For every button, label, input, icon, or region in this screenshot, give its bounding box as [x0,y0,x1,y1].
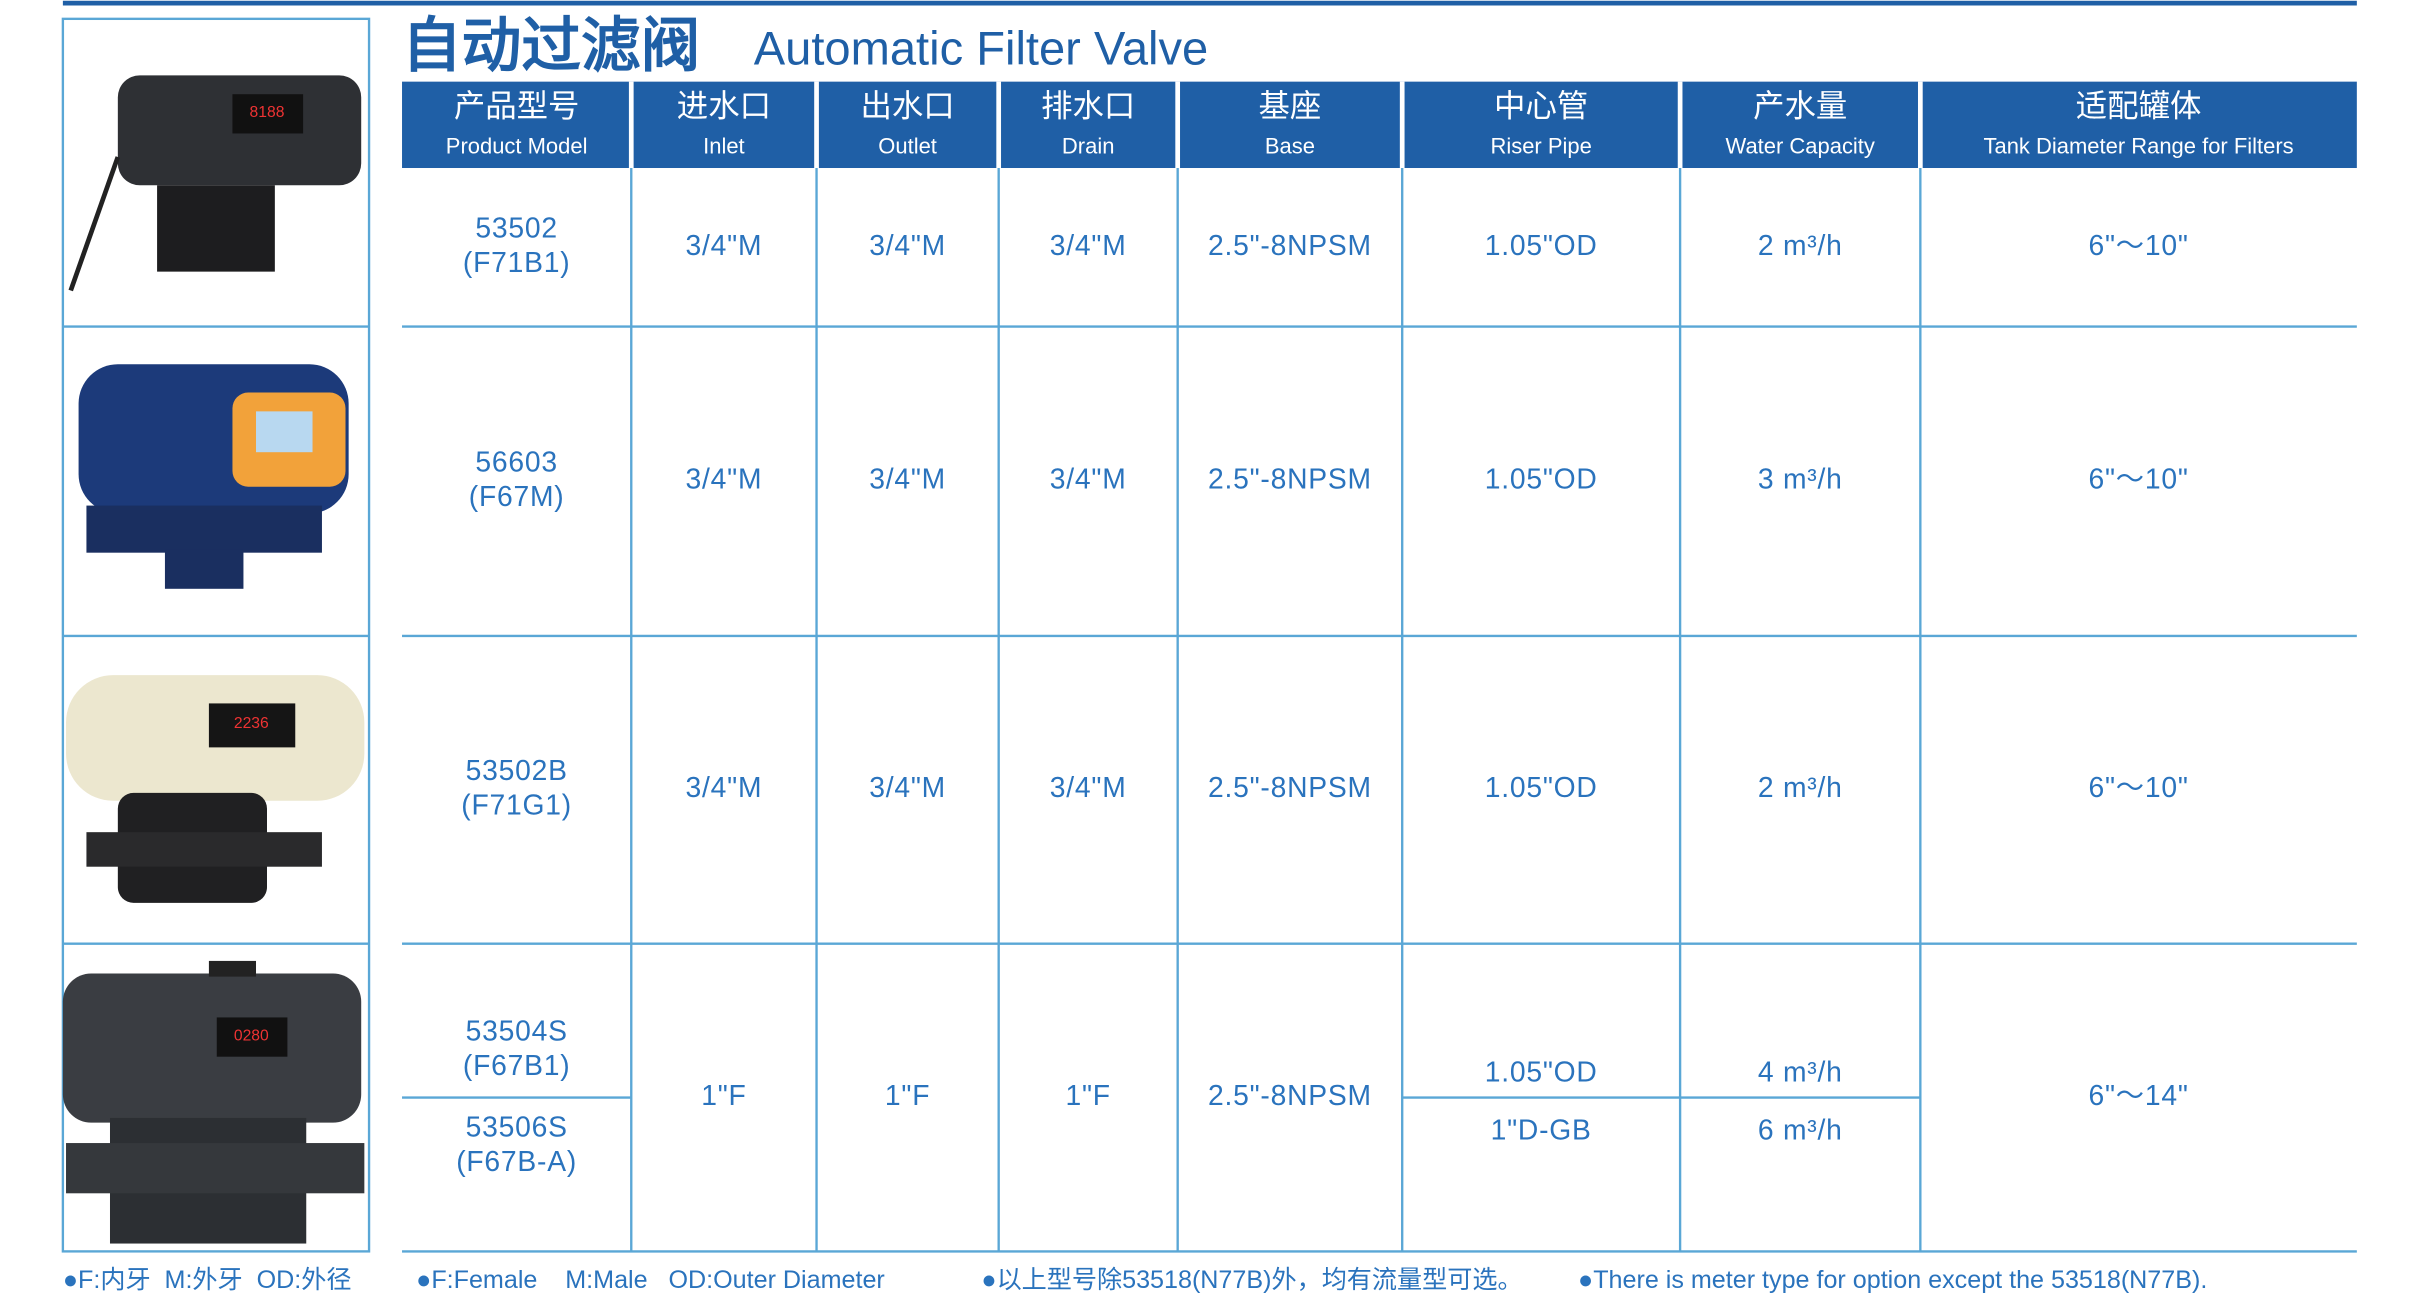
cell-text: (F67B1) [463,1049,571,1081]
cell-text: 6"～10" [2089,771,2189,803]
cell-text: 1.05"OD [1485,1055,1598,1087]
column-title-en: Drain [1062,133,1114,158]
column-title-en: Inlet [703,133,745,158]
cell-text: 6 m³/h [1758,1114,1843,1146]
column-title-en: Outlet [878,133,937,158]
cell-text: 3/4"M [1050,463,1127,495]
valve-4: 0280 [62,960,365,1244]
cell-text: 1.05"OD [1485,229,1598,261]
cell-text: (F71G1) [461,789,572,821]
svg-text:8188: 8188 [250,104,285,121]
cell-text: 3/4"M [869,463,946,495]
cell-text: 53502 [475,211,557,243]
valve-2 [78,364,349,589]
cell-text: 53504S [466,1015,568,1047]
column-title-cn: 出水口 [861,89,955,124]
footnote: ●F:内牙 M:外牙 OD:外径 [63,1266,352,1293]
valve-3: 2236 [66,675,365,903]
cell-text: 2 m³/h [1758,229,1843,261]
column-title-cn: 进水口 [677,89,771,124]
cell-text: 6"～14" [2089,1079,2189,1111]
footnote: ●There is meter type for option except t… [1578,1266,2207,1293]
cell-text: 3 m³/h [1758,463,1843,495]
column-title-en: Product Model [446,133,588,158]
cell-text: 2.5"-8NPSM [1208,1079,1372,1111]
cell-text: 3/4"M [869,771,946,803]
cell-text: (F67B-A) [456,1145,577,1177]
cell-text: 1"F [885,1079,930,1111]
cell-text: 3/4"M [1050,771,1127,803]
svg-text:2236: 2236 [234,715,269,732]
cell-text: 1"D-GB [1491,1114,1592,1146]
cell-text: 53506S [466,1110,568,1142]
cell-text: 56603 [475,445,557,477]
cell-text: 1"F [701,1079,746,1111]
cell-text: 3/4"M [1050,229,1127,261]
cell-text: (F71B1) [463,246,571,278]
column-title-en: Base [1265,133,1315,158]
cell-text: 2.5"-8NPSM [1208,771,1372,803]
cell-text: 1.05"OD [1485,771,1598,803]
cell-text: 4 m³/h [1758,1055,1843,1087]
column-title-cn: 排水口 [1041,89,1135,124]
column-title-cn: 中心管 [1494,89,1588,124]
column-title-cn: 产品型号 [454,89,580,124]
valve-1: 8188 [68,75,362,292]
cell-text: 1.05"OD [1485,463,1598,495]
cell-text: 1"F [1065,1079,1110,1111]
column-title-en: Riser Pipe [1490,133,1591,158]
column-title-cn: 产水量 [1753,89,1847,124]
footnote: ●以上型号除53518(N77B)外，均有流量型可选。 [981,1266,1522,1293]
header-band [402,81,2357,169]
title-en: Automatic Filter Valve [754,21,1209,74]
cell-text: 3/4"M [686,229,763,261]
cell-text: (F67M) [469,480,565,512]
cell-text: 2.5"-8NPSM [1208,229,1372,261]
cell-text: 2.5"-8NPSM [1208,463,1372,495]
column-title-en: Tank Diameter Range for Filters [1984,133,2294,158]
cell-text: 3/4"M [686,771,763,803]
cell-text: 6"～10" [2089,229,2189,261]
cell-text: 6"～10" [2089,463,2189,495]
footnote: ●F:Female M:Male OD:Outer Diameter [416,1266,885,1293]
cell-text: 2 m³/h [1758,771,1843,803]
image-frames [61,17,371,1253]
column-title-cn: 基座 [1259,89,1322,124]
cell-text: 3/4"M [686,463,763,495]
svg-text:0280: 0280 [234,1027,269,1044]
cell-text: 53502B [466,754,568,786]
column-title-en: Water Capacity [1726,133,1875,158]
table: 产品型号 Product Model 进水口 Inlet 出水口 Outlet 排水口 Dra… [63,81,2357,1293]
column-title-cn: 适配罐体 [2076,89,2202,124]
title-cn: 自动过滤阀 [402,12,700,79]
cell-text: 3/4"M [869,229,946,261]
